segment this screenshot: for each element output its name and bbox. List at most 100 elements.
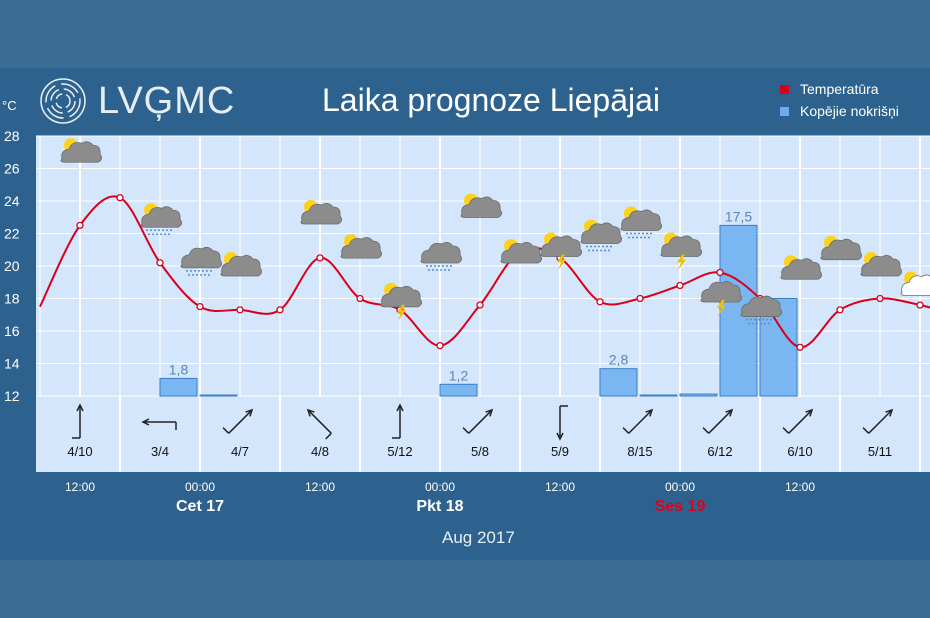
precip-bar: [159, 377, 198, 397]
temperature-point: [476, 301, 484, 309]
temperature-point: [116, 194, 124, 202]
temperature-point: [676, 281, 684, 290]
wind-label: 4/7: [231, 444, 249, 459]
temperature-point: [156, 259, 164, 267]
wind-arrow-icon: [141, 418, 177, 430]
y-tick-label: 28: [4, 128, 20, 144]
month-label: Aug 2017: [442, 528, 515, 547]
temperature-point: [356, 294, 364, 303]
wind-label: 4/8: [311, 444, 329, 459]
temperature-point: [76, 221, 84, 230]
time-label: 00:00: [184, 480, 216, 494]
partly-cloudy-icon: [780, 255, 822, 280]
temperature-point: [196, 302, 204, 311]
header: LVĢMC Laika prognoze Liepājai °C Tempera…: [0, 68, 930, 134]
y-tick-label: 14: [4, 356, 20, 372]
wind-label: 8/15: [627, 444, 652, 459]
wind-arrow-icon: [702, 408, 734, 434]
wind-label: 6/10: [787, 444, 812, 459]
legend-label-precipitation: Kopējie nokrišņi: [800, 103, 899, 119]
precip-bar: [439, 383, 478, 397]
precip-bar: [199, 394, 238, 397]
wind-arrow-icon: [222, 408, 254, 434]
wind-arrow-icon: [462, 408, 494, 434]
sun-thunder-icon: [540, 232, 582, 271]
partly-cloudy-icon: [460, 193, 502, 218]
temperature-point: [636, 294, 644, 303]
white-cloud-icon: [900, 271, 930, 296]
sun-rain-icon: [620, 206, 662, 239]
time-label: 00:00: [424, 480, 456, 494]
day-label: Ses 19: [654, 498, 706, 515]
legend-swatch-precipitation: [780, 106, 789, 116]
legend-item-temperature: Temperatūra: [780, 78, 899, 100]
y-tick-label: 22: [4, 226, 20, 242]
logo-text: LVĢMC: [98, 80, 236, 122]
precip-bar-label: 1,2: [449, 367, 469, 383]
precip-bar-label: 17,5: [725, 208, 752, 224]
sun-rain-icon: [580, 219, 622, 252]
y-tick-label: 18: [4, 291, 20, 307]
wind-arrow-icon: [306, 408, 332, 440]
temperature-point: [236, 306, 244, 314]
y-tick-label: 16: [4, 323, 20, 339]
page-title: Laika prognoze Liepājai: [322, 82, 661, 118]
sun-cloud-icon: [500, 239, 542, 264]
wind-arrow-icon: [556, 405, 568, 441]
forecast-chart: 12 14 16 18 20 22 24 26 28 1,8 1,2 2,8 17,5 4/10 3/4 4/…: [4, 128, 930, 472]
temperature-point: [316, 254, 324, 262]
partly-cloudy-icon: [220, 252, 262, 277]
legend-swatch-temperature: [780, 84, 789, 94]
day-label: Pkt 18: [416, 498, 464, 515]
temperature-point: [436, 341, 444, 350]
sun-thunder-icon: [660, 232, 702, 271]
y-tick-label: 26: [4, 161, 20, 177]
temperature-point: [916, 301, 924, 309]
thunder-icon: [700, 281, 742, 316]
temperature-line: [39, 195, 930, 349]
legend-label-temperature: Temperatūra: [800, 81, 879, 97]
y-tick-label: 20: [4, 258, 20, 274]
wind-label: 5/9: [551, 444, 569, 459]
partly-cloudy-icon: [60, 138, 102, 163]
time-label: 12:00: [304, 480, 336, 494]
wind-arrow-icon: [782, 408, 814, 434]
forecast-panel: LVĢMC Laika prognoze Liepājai °C Tempera…: [0, 68, 930, 560]
cloud-rain-icon: [180, 246, 222, 276]
temperature-point: [716, 268, 724, 277]
wind-band: [36, 396, 930, 472]
sun-thunder-icon: [380, 282, 422, 321]
partly-cloudy-icon: [340, 234, 382, 259]
wind-arrow-icon: [392, 403, 404, 439]
partly-cloudy-icon: [820, 235, 862, 261]
sun-rain-icon: [140, 203, 182, 235]
cloud-rain-icon: [420, 242, 462, 271]
time-label: 00:00: [664, 480, 696, 494]
time-label: 12:00: [784, 480, 816, 494]
cloud-rain-icon: [740, 295, 782, 325]
wind-label: 3/4: [151, 444, 169, 459]
temperature-point: [276, 306, 284, 314]
precip-bar: [679, 393, 718, 397]
partly-cloudy-icon: [300, 200, 342, 225]
temperature-point: [836, 306, 844, 314]
wind-label: 6/12: [707, 444, 732, 459]
legend-item-precipitation: Kopējie nokrišņi: [780, 100, 899, 122]
wind-arrow-icon: [622, 408, 654, 434]
y-tick-label: 24: [4, 193, 20, 209]
precip-bar: [599, 368, 638, 397]
wind-arrow-icon: [862, 408, 894, 434]
y-axis-unit: °C: [2, 98, 17, 113]
precip-bar: [639, 394, 678, 397]
partly-cloudy-icon: [860, 252, 902, 277]
wind-label: 5/8: [471, 444, 489, 459]
precip-bar-label: 1,8: [169, 361, 189, 377]
wind-label: 5/11: [868, 444, 892, 459]
wind-label: 5/12: [387, 444, 412, 459]
y-tick-label: 12: [4, 388, 20, 404]
lvgmc-logo-icon: [40, 78, 86, 124]
wind-arrow-icon: [72, 403, 84, 439]
day-label: Cet 17: [175, 498, 225, 515]
time-label: 12:00: [64, 480, 96, 494]
precip-bar-label: 2,8: [609, 352, 629, 368]
